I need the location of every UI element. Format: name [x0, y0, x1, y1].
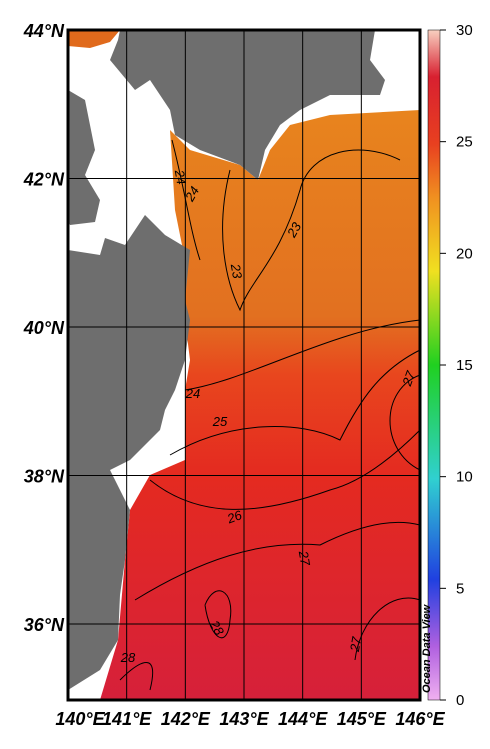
- colorbar-label: 25: [456, 134, 473, 151]
- lon-label: 145°E: [337, 709, 387, 729]
- sea: [68, 30, 120, 48]
- land: [110, 30, 385, 180]
- lat-label: 44°N: [23, 21, 65, 41]
- lat-label: 40°N: [23, 318, 65, 338]
- lat-label: 38°N: [24, 467, 65, 487]
- colorbar-label: 5: [456, 580, 464, 597]
- sea: [100, 110, 420, 700]
- contours: [119, 139, 421, 691]
- colorbar: [427, 29, 441, 701]
- colorbar-label: 30: [456, 22, 473, 39]
- contour-label: 28: [120, 650, 136, 665]
- land: [68, 215, 190, 690]
- lon-label: 140°E: [55, 709, 105, 729]
- lon-label: 144°E: [278, 709, 328, 729]
- colorbar-label: 15: [456, 357, 473, 374]
- contour-label: 24: [181, 184, 202, 205]
- lon-label: 143°E: [219, 709, 269, 729]
- lat-label: 36°N: [24, 615, 65, 635]
- colorbar-label: 20: [456, 245, 473, 262]
- land: [68, 90, 100, 225]
- contour-label: 27: [347, 635, 365, 654]
- lon-label: 142°E: [161, 709, 211, 729]
- lon-label: 146°E: [395, 709, 445, 729]
- contour-label: 28: [206, 617, 227, 639]
- credit: Ocean Data View: [421, 603, 433, 693]
- contour-label: 24: [172, 168, 189, 186]
- frame: [66, 28, 422, 702]
- map-area: [67, 29, 421, 700]
- contour-label: 24: [185, 386, 200, 401]
- contour-label: 27: [399, 368, 419, 388]
- contour-label: 25: [212, 414, 228, 429]
- lon-label: 141°E: [102, 709, 152, 729]
- contour-label: 23: [283, 219, 304, 241]
- colorbar-label: 0: [456, 692, 464, 709]
- contour-label: 27: [296, 549, 314, 568]
- contour-label: 26: [224, 507, 244, 527]
- contour-label: 23: [228, 262, 246, 281]
- colorbar-label: 10: [456, 469, 473, 486]
- lat-label: 42°N: [23, 170, 65, 190]
